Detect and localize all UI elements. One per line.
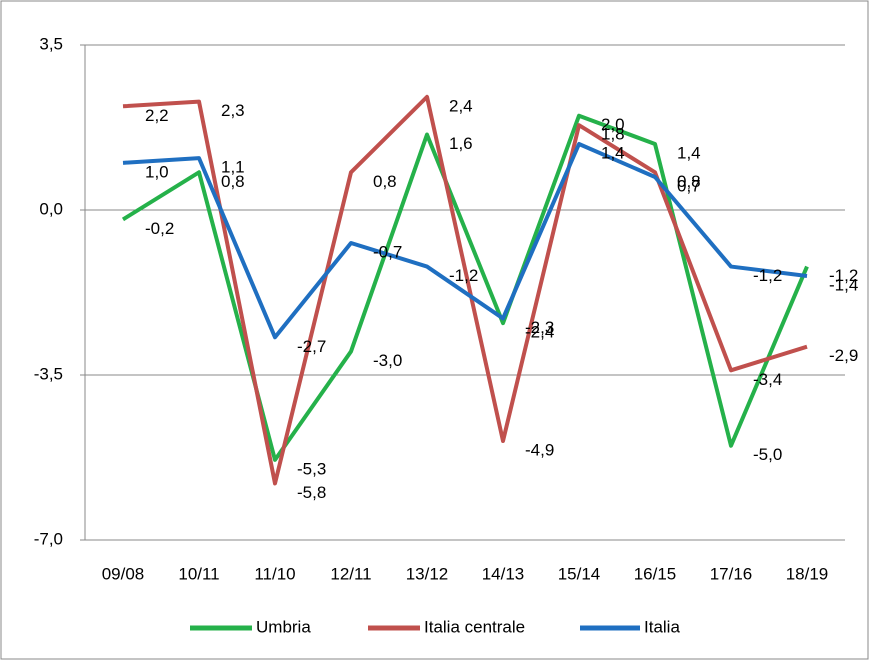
x-tick-label: 18/19 xyxy=(786,564,829,583)
legend-label: Italia centrale xyxy=(424,617,525,636)
x-tick-label: 15/14 xyxy=(558,564,601,583)
data-label: -5,0 xyxy=(753,445,782,464)
x-tick-label: 10/11 xyxy=(178,564,219,583)
data-label: 0,8 xyxy=(221,172,245,191)
data-label: -0,7 xyxy=(373,242,402,261)
data-label: -4,9 xyxy=(525,440,554,459)
data-label: 2,2 xyxy=(145,106,169,125)
x-tick-label: 13/12 xyxy=(406,564,449,583)
data-label: 1,0 xyxy=(145,162,169,181)
data-label: -5,3 xyxy=(297,459,326,478)
data-label: -1,2 xyxy=(753,266,782,285)
series-line xyxy=(122,142,808,340)
x-tick-label: 14/13 xyxy=(482,564,525,583)
data-label: 0,8 xyxy=(373,172,397,191)
data-label: 1,6 xyxy=(449,134,473,153)
data-label: -2,9 xyxy=(829,346,858,365)
y-tick-label: -3,5 xyxy=(34,364,63,383)
data-label: -5,8 xyxy=(297,483,326,502)
data-label: 2,0 xyxy=(601,115,625,134)
legend-label: Italia xyxy=(644,617,680,636)
x-tick-label: 16/15 xyxy=(634,564,677,583)
y-tick-label: 0,0 xyxy=(39,199,63,218)
data-label: -2,3 xyxy=(525,318,554,337)
data-label: 0,8 xyxy=(677,172,701,191)
y-tick-label: -7,0 xyxy=(34,529,63,548)
data-label: 2,4 xyxy=(449,96,473,115)
data-label: 1,4 xyxy=(677,143,701,162)
data-label: -3,4 xyxy=(753,370,782,389)
y-tick-label: 3,5 xyxy=(39,34,63,53)
x-tick-label: 17/16 xyxy=(710,564,753,583)
x-tick-label: 11/10 xyxy=(254,564,295,583)
data-label: 1,4 xyxy=(601,143,625,162)
data-label: -1,4 xyxy=(829,275,858,294)
data-label: 1,8 xyxy=(601,125,625,144)
data-label: 2,3 xyxy=(221,101,245,120)
data-label: -2,7 xyxy=(297,337,326,356)
series-line xyxy=(122,94,808,486)
data-label: -1,2 xyxy=(449,266,478,285)
series-line xyxy=(121,113,809,462)
legend-label: Umbria xyxy=(256,617,311,636)
data-label: -1,2 xyxy=(829,266,858,285)
data-label: -2,4 xyxy=(525,323,554,342)
x-tick-label: 12/11 xyxy=(330,564,371,583)
data-label: 0,7 xyxy=(677,176,701,195)
x-tick-label: 09/08 xyxy=(102,564,145,583)
data-label: -0,2 xyxy=(145,219,174,238)
data-label: 1,1 xyxy=(221,158,245,177)
data-label: -3,0 xyxy=(373,351,402,370)
